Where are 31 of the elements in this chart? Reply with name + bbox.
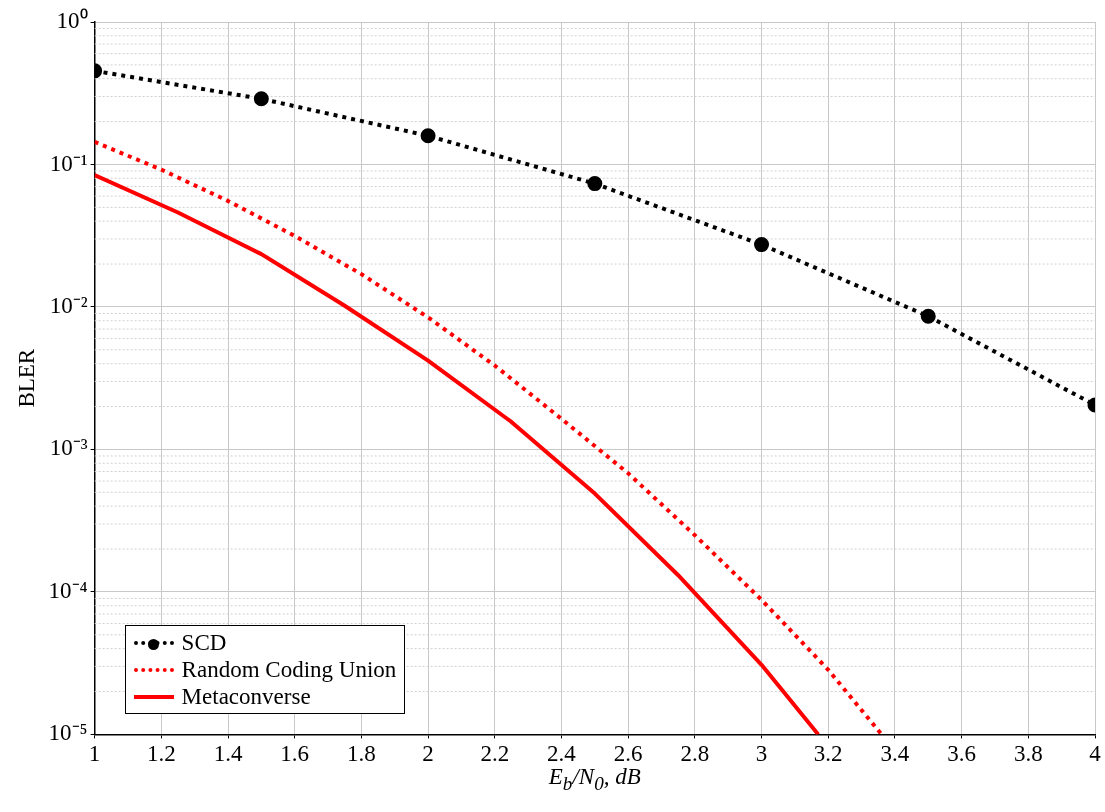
- x-tick-label: 3.8: [1013, 741, 1043, 767]
- x-tick-label: 4: [1089, 741, 1102, 767]
- x-tick-label: 3.2: [813, 741, 843, 767]
- x-tick-label: 2.8: [680, 741, 710, 767]
- point: [754, 237, 770, 253]
- legend-label: Random Coding Union: [181, 656, 397, 683]
- x-tick-label: 2: [422, 741, 434, 767]
- x-tick-label: 1.8: [347, 741, 376, 767]
- point: [920, 308, 936, 324]
- y-tick-label: 10⁻¹: [49, 150, 88, 176]
- x-tick-label: 1.6: [280, 741, 310, 767]
- y-tick-label: 10⁰: [56, 8, 88, 34]
- x-tick-label: 3: [755, 741, 768, 767]
- y-axis-title: BLER: [13, 348, 39, 408]
- x-tick-label: 2.6: [613, 741, 643, 767]
- y-tick-label: 10⁻⁵: [48, 720, 88, 746]
- y-tick-label: 10⁻⁴: [48, 577, 88, 603]
- legend-label: Metaconverse: [181, 683, 311, 710]
- x-tick-label: 2.2: [480, 741, 510, 767]
- x-tick-label: 3.4: [880, 741, 910, 767]
- x-tick-label: 1.2: [146, 741, 176, 767]
- y-tick-label: 10⁻²: [49, 293, 88, 319]
- x-tick-label: 2.4: [547, 741, 577, 767]
- x-tick-label: 3.6: [947, 741, 976, 767]
- legend-label: SCD: [181, 629, 227, 656]
- point: [420, 128, 436, 144]
- x-axis-title: E$_{b}$/N$_{0}$, dB: [548, 764, 641, 795]
- x-tick-label: 1: [88, 741, 101, 767]
- point: [587, 176, 603, 192]
- y-tick-label: 10⁻³: [49, 435, 88, 461]
- x-tick-label: 1.4: [213, 741, 243, 767]
